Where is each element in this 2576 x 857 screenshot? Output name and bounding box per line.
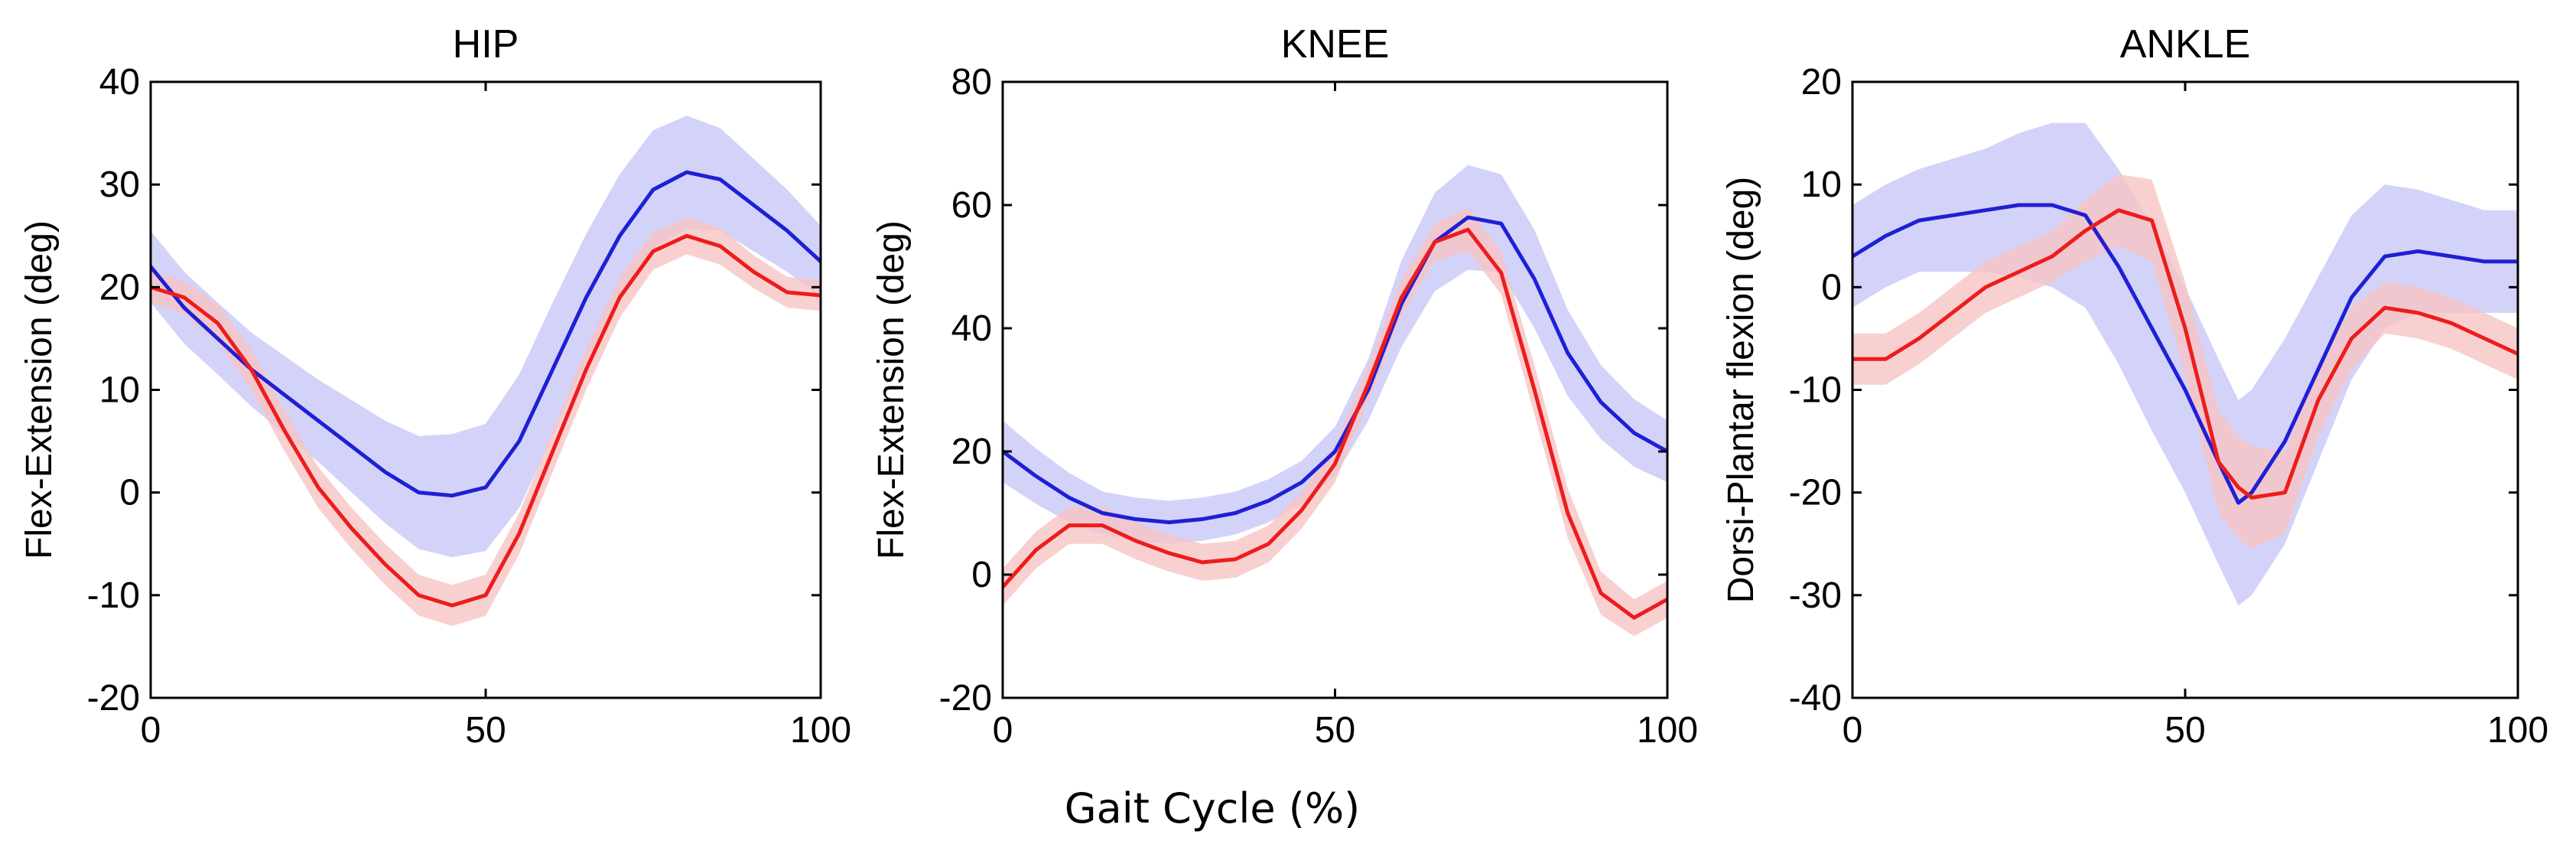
- ankle-red-mean-line: [1852, 208, 2518, 500]
- ankle-x-tick-label: 100: [2487, 710, 2548, 751]
- hip-blue-mean-line: [151, 170, 821, 498]
- knee-title: KNEE: [1281, 22, 1390, 67]
- knee-plot-area: [1003, 165, 1667, 637]
- ankle-blue-mean-line: [1852, 203, 2518, 505]
- hip-y-tick-label: 0: [119, 473, 140, 513]
- knee-x-tick-label: 50: [1315, 710, 1355, 751]
- knee-y-tick-label: -20: [939, 678, 992, 719]
- ankle-y-tick-label: -40: [1789, 678, 1842, 719]
- ankle-red-sd-band: [1852, 174, 2518, 549]
- ankle-panel: -40 -30 -20 -10 0 10 20 0 50 100 ANKLE Dorsi-Planta…: [1721, 22, 2548, 751]
- hip-blue-sd-band: [151, 116, 821, 558]
- ankle-y-tick-label: -20: [1789, 473, 1842, 513]
- knee-y-tick-label: 0: [971, 555, 992, 595]
- hip-x-tick-label: 50: [465, 710, 506, 751]
- ankle-y-tick-label: 10: [1801, 165, 1842, 205]
- hip-y-axis-label: Flex-Extension (deg): [19, 220, 60, 559]
- knee-y-tick-label: 60: [951, 185, 992, 226]
- ankle-y-tick-label: 20: [1801, 62, 1842, 103]
- hip-y-tick-label: 10: [99, 370, 140, 411]
- knee-y-tick-label: 40: [951, 308, 992, 349]
- knee-red-mean-line: [1003, 227, 1667, 620]
- knee-x-tick-label: 0: [993, 710, 1013, 751]
- hip-title: HIP: [453, 22, 519, 67]
- ankle-x-tick-label: 0: [1843, 710, 1863, 751]
- knee-x-tick-label: 100: [1637, 710, 1698, 751]
- hip-y-tick-label: 30: [99, 165, 140, 205]
- knee-blue-mean-line: [1003, 215, 1667, 525]
- ankle-y-tick-label: -30: [1789, 575, 1842, 616]
- knee-y-tick-label: 20: [951, 432, 992, 472]
- knee-y-tick-label: 80: [951, 62, 992, 103]
- hip-panel: -20 -10 0 10 20 30 40 0 50 100 HIP Flex-Extension (…: [19, 22, 851, 751]
- hip-red-mean-line: [151, 233, 821, 608]
- hip-red-sd-band: [151, 217, 821, 627]
- hip-y-tick-label: -20: [87, 678, 140, 719]
- ankle-y-tick-label: -10: [1789, 370, 1842, 411]
- ankle-plot-area: [1852, 122, 2518, 606]
- ankle-title: ANKLE: [2120, 22, 2251, 67]
- shared-x-axis-label: Gait Cycle (%): [1065, 784, 1360, 833]
- hip-y-tick-label: 20: [99, 267, 140, 308]
- hip-y-tick-label: -10: [87, 575, 140, 616]
- knee-y-axis-label: Flex-Extension (deg): [871, 220, 912, 559]
- ankle-x-tick-label: 50: [2165, 710, 2205, 751]
- hip-plot-area: [151, 116, 821, 627]
- hip-y-tick-label: 40: [99, 62, 140, 103]
- hip-x-tick-label: 100: [790, 710, 851, 751]
- knee-red-sd-band: [1003, 208, 1667, 637]
- ankle-y-axis-label: Dorsi-Plantar flexion (deg): [1721, 177, 1761, 604]
- hip-x-tick-label: 0: [141, 710, 161, 751]
- ankle-y-tick-label: 0: [1821, 267, 1842, 308]
